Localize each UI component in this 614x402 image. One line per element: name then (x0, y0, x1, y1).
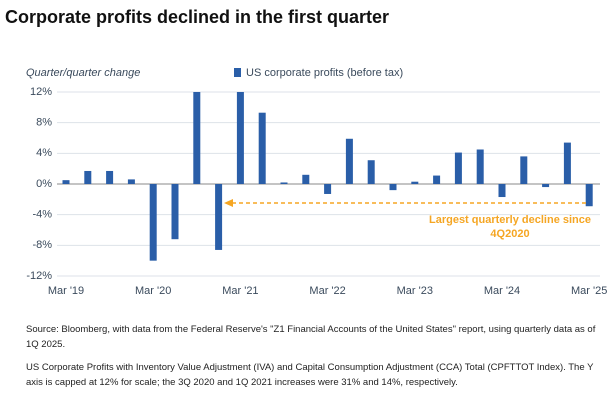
chart-title: Corporate profits declined in the first … (5, 7, 389, 27)
bar (520, 156, 528, 184)
footnote: US Corporate Profits with Inventory Valu… (26, 362, 594, 388)
arrow-head (224, 199, 233, 207)
legend-swatch (234, 68, 241, 77)
legend-label: US corporate profits (before tax) (246, 67, 403, 79)
y-tick-label: 4% (36, 147, 52, 159)
bar (171, 184, 179, 240)
annotation: 4Q2020 (490, 228, 529, 240)
bar (389, 184, 397, 191)
y-tick-label: 0% (36, 178, 52, 190)
bar (236, 92, 244, 184)
x-tick-label: Mar '19 (48, 285, 84, 297)
bar (84, 170, 92, 184)
bar (476, 149, 484, 184)
chart: Corporate profits declined in the first … (5, 7, 607, 297)
bar (498, 184, 506, 198)
bar (106, 170, 114, 184)
bar (542, 184, 550, 188)
y-tick-label: -12% (26, 270, 52, 282)
bar (411, 181, 419, 184)
y-tick-label: 12% (30, 86, 52, 98)
x-tick-label: Mar '23 (397, 285, 433, 297)
x-tick-label: Mar '22 (309, 285, 345, 297)
bar (62, 180, 70, 184)
bar (454, 152, 462, 184)
x-tick-label: Mar '21 (222, 285, 258, 297)
x-tick-label: Mar '20 (135, 285, 171, 297)
x-tick-label: Mar '25 (571, 285, 607, 297)
bar (258, 112, 266, 184)
y-tick-label: -8% (32, 239, 52, 251)
bar (585, 184, 593, 207)
bar (433, 175, 441, 184)
x-tick-label: Mar '24 (484, 285, 520, 297)
annotation: Largest quarterly decline since (429, 214, 591, 226)
source-note: Source: Bloomberg, with data from the Fe… (26, 324, 596, 350)
bar (280, 182, 288, 184)
bar (345, 138, 353, 184)
bar (324, 184, 332, 194)
bar (215, 184, 223, 250)
bar (302, 174, 310, 184)
y-axis-label: Quarter/quarter change (26, 67, 140, 79)
y-tick-label: -4% (32, 209, 52, 221)
bar (193, 92, 201, 184)
y-tick-label: 8% (36, 117, 52, 129)
bar (149, 184, 157, 261)
bar (563, 142, 571, 184)
bar (127, 179, 135, 184)
bar (367, 160, 375, 184)
